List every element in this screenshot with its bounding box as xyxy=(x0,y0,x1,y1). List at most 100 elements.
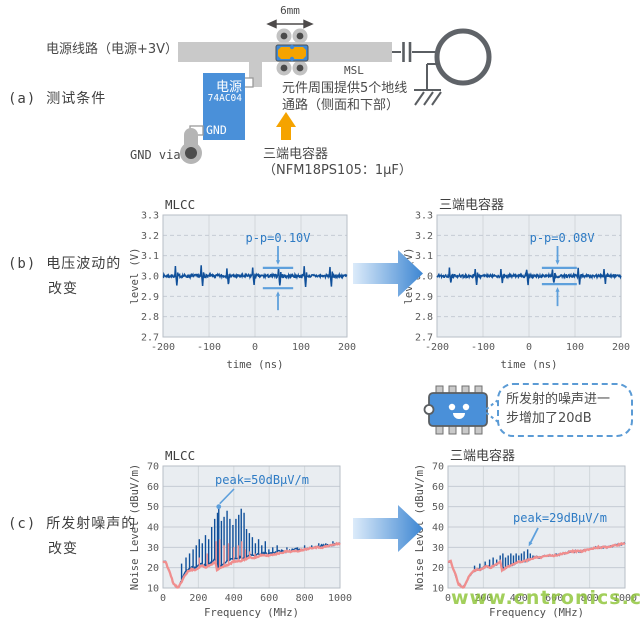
svg-text:20: 20 xyxy=(432,563,444,574)
svg-text:100: 100 xyxy=(566,342,584,353)
svg-text:2.8: 2.8 xyxy=(141,312,159,323)
svg-text:三端电容器: 三端电容器 xyxy=(439,197,504,213)
chart-voltage-mlcc: -200 -100 0 100 200 3.3 3.2 3.1 3.0 2.9 2.8 2.7 time… xyxy=(128,196,364,372)
svg-text:2.7: 2.7 xyxy=(415,333,433,344)
svg-text:MLCC: MLCC xyxy=(165,197,195,212)
svg-text:2.8: 2.8 xyxy=(415,312,433,323)
ic-label-part: 74AC04 xyxy=(207,93,242,104)
svg-text:800: 800 xyxy=(296,593,314,604)
watermark: www.cntronics.com xyxy=(451,587,640,609)
section-a-prefix: (a) xyxy=(8,91,37,107)
transition-arrow-c xyxy=(353,505,423,552)
svg-text:70: 70 xyxy=(432,462,444,473)
callout-line1: 所发射的噪声进一 xyxy=(506,392,611,407)
svg-text:Noise Level (dBuV/m): Noise Level (dBuV/m) xyxy=(129,464,141,590)
svg-text:400: 400 xyxy=(225,593,243,604)
callout-line2: 步增加了20dB xyxy=(506,411,592,426)
svg-text:3.2: 3.2 xyxy=(141,231,159,242)
svg-text:600: 600 xyxy=(545,593,563,604)
chip-notch xyxy=(423,404,435,415)
chip-pins xyxy=(435,385,483,435)
svg-text:30: 30 xyxy=(147,543,159,554)
svg-text:3.3: 3.3 xyxy=(415,211,433,222)
section-b-title-line1: 电压波动的 xyxy=(46,256,122,272)
svg-text:200: 200 xyxy=(474,593,492,604)
svg-text:1000: 1000 xyxy=(328,593,352,604)
svg-text:0: 0 xyxy=(526,342,532,353)
chip-eye-right xyxy=(462,403,470,411)
ic-label-gnd: GND xyxy=(206,123,227,137)
capacitor-label-line2: （NFM18PS105：1μF） xyxy=(263,163,412,178)
svg-text:p-p=0.08V: p-p=0.08V xyxy=(530,231,595,245)
transition-arrow-b xyxy=(353,250,423,297)
section-b-title-line2: 改变 xyxy=(48,281,78,297)
dimension-arrow xyxy=(266,19,314,29)
chip-body xyxy=(428,392,488,427)
section-a-label: (a) 测试条件 xyxy=(8,88,106,108)
svg-text:10: 10 xyxy=(147,584,159,595)
test-setup-diagram xyxy=(178,19,492,164)
chart-noise-3terminal: 0 200 400 600 800 1000 70 60 50 40 30 20 10 Frequency… xyxy=(413,444,640,619)
svg-text:MLCC: MLCC xyxy=(165,448,195,463)
svg-text:time (ns): time (ns) xyxy=(227,359,284,371)
svg-text:200: 200 xyxy=(338,342,356,353)
svg-text:70: 70 xyxy=(147,462,159,473)
svg-text:600: 600 xyxy=(260,593,278,604)
ground-note-line1: 元件周围提供5个地线 xyxy=(282,81,408,96)
chip-mascot xyxy=(423,385,488,435)
svg-text:2.9: 2.9 xyxy=(415,292,433,303)
svg-text:Frequency (MHz): Frequency (MHz) xyxy=(489,607,584,619)
ground-note-line2: 通路（侧面和下部） xyxy=(282,98,400,113)
svg-text:10: 10 xyxy=(432,584,444,595)
svg-text:level (V): level (V) xyxy=(129,248,141,305)
svg-text:-200: -200 xyxy=(425,342,449,353)
svg-text:60: 60 xyxy=(432,482,444,493)
ic-body xyxy=(203,73,245,140)
section-a-title: 测试条件 xyxy=(46,91,107,107)
section-b-label: (b) 电压波动的 改变 xyxy=(8,253,121,298)
svg-text:200: 200 xyxy=(612,342,630,353)
svg-text:3.1: 3.1 xyxy=(415,251,433,262)
bubble-tail xyxy=(483,399,499,423)
svg-text:100: 100 xyxy=(292,342,310,353)
svg-text:400: 400 xyxy=(510,593,528,604)
svg-text:-100: -100 xyxy=(471,342,495,353)
ic-label-power: 电源 xyxy=(215,80,242,95)
chip-mouth xyxy=(453,413,465,419)
dimension-label: 6mm xyxy=(280,4,300,17)
svg-text:time (ns): time (ns) xyxy=(501,359,558,371)
section-c-label: (c) 所发射噪声的 改变 xyxy=(8,513,136,558)
svg-text:50: 50 xyxy=(432,502,444,513)
svg-text:3.0: 3.0 xyxy=(415,272,433,283)
section-c-title-line2: 改变 xyxy=(48,541,78,557)
gnd-via xyxy=(180,128,202,164)
svg-text:peak=50dBμV/m: peak=50dBμV/m xyxy=(215,473,309,487)
svg-text:50: 50 xyxy=(147,502,159,513)
ground-symbol xyxy=(414,63,442,106)
capacitor-label-line1: 三端电容器 xyxy=(263,147,329,162)
three-terminal-capacitor-component xyxy=(275,44,309,62)
section-b-prefix: (b) xyxy=(8,256,37,272)
svg-text:Frequency (MHz): Frequency (MHz) xyxy=(204,607,299,619)
capacitor-symbol xyxy=(392,42,437,62)
svg-text:40: 40 xyxy=(147,523,159,534)
svg-text:peak=29dBμV/m: peak=29dBμV/m xyxy=(513,511,607,525)
svg-text:60: 60 xyxy=(147,482,159,493)
gnd-via-label: GND via xyxy=(130,148,181,162)
svg-text:三端电容器: 三端电容器 xyxy=(450,448,515,464)
chart-noise-mlcc: 0 200 400 600 800 1000 70 60 50 40 30 20 10 Frequency… xyxy=(128,444,368,619)
section-c-title-line1: 所发射噪声的 xyxy=(46,516,137,532)
component-via-pads xyxy=(276,28,308,76)
section-c-prefix: (c) xyxy=(8,516,37,532)
loop-antenna xyxy=(434,28,492,86)
svg-text:40: 40 xyxy=(432,523,444,534)
power-line-label: 电源线路（电源+3V） xyxy=(46,42,179,57)
svg-text:1000: 1000 xyxy=(613,593,637,604)
svg-text:2.7: 2.7 xyxy=(141,333,159,344)
svg-text:-200: -200 xyxy=(151,342,175,353)
svg-text:-100: -100 xyxy=(197,342,221,353)
svg-text:30: 30 xyxy=(432,543,444,554)
noise-callout-bubble: 所发射的噪声进一 步增加了20dB xyxy=(497,383,633,437)
svg-text:3.2: 3.2 xyxy=(415,231,433,242)
